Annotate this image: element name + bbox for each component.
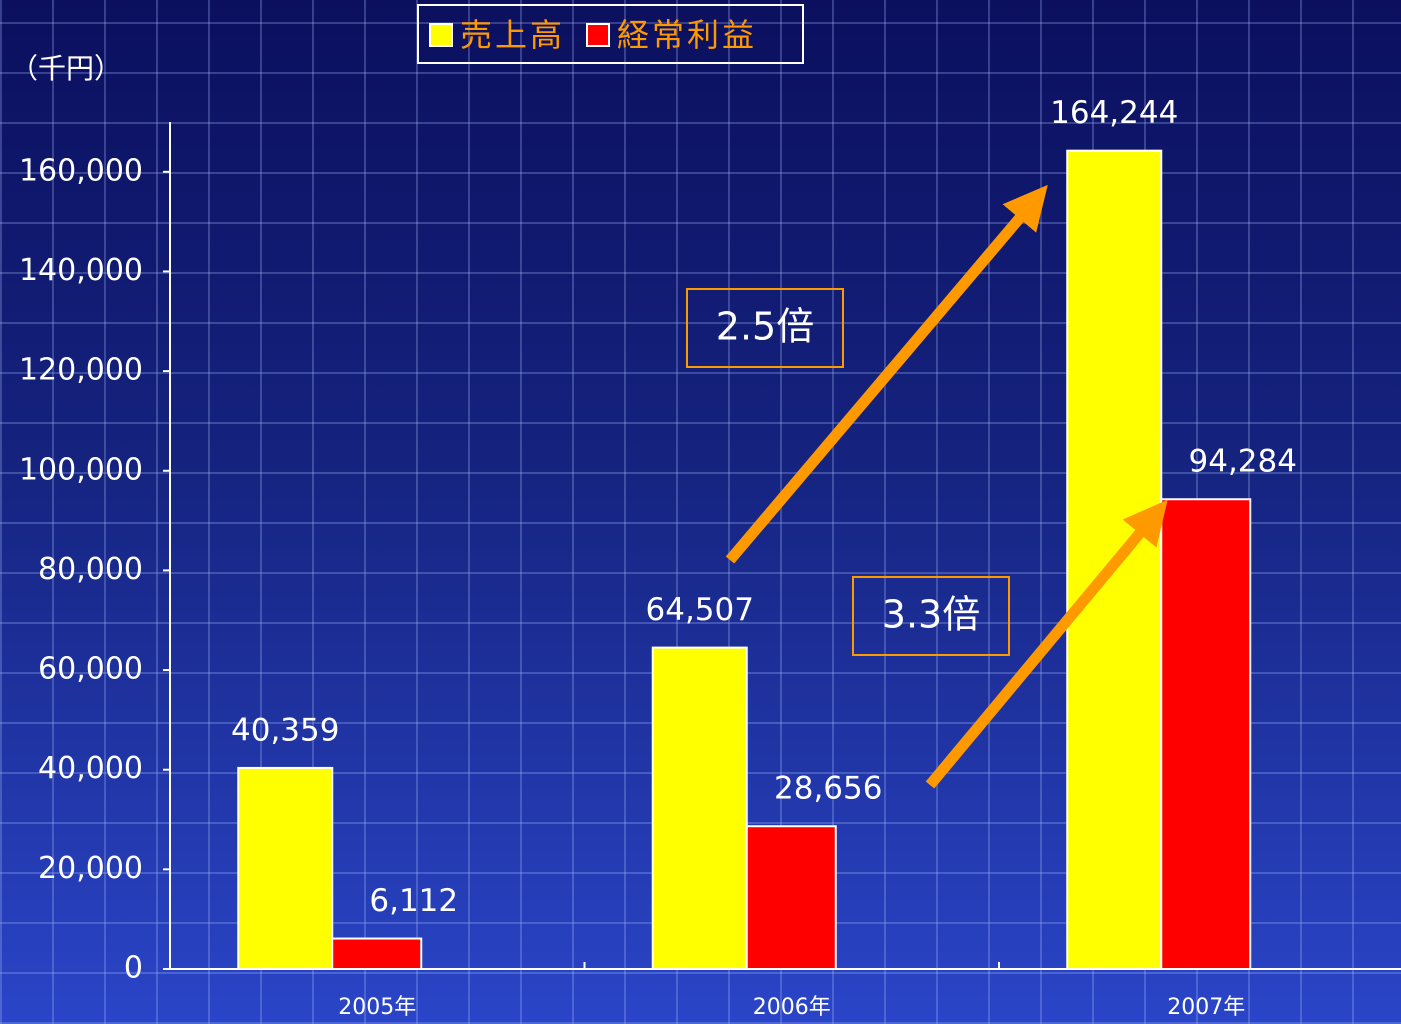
bar	[238, 768, 332, 969]
bar	[653, 648, 747, 969]
legend-label: 売上高	[460, 16, 565, 54]
y-tick-label: 160,000	[19, 153, 143, 188]
arrow	[730, 200, 1035, 560]
bar	[747, 826, 836, 969]
x-tick-label: 2006年	[753, 995, 831, 1020]
x-tick-label: 2007年	[1167, 995, 1245, 1020]
annotation: 3.3倍	[882, 593, 980, 637]
value-label: 6,112	[369, 883, 458, 919]
page: （千円） 0 20,000 40,000 60,000 80,000 100,000 120…	[0, 0, 1401, 1024]
annotation: 2.5倍	[716, 305, 814, 349]
y-tick-label: 140,000	[19, 253, 143, 288]
y-tick-label: 80,000	[38, 552, 143, 587]
bar	[1161, 499, 1250, 969]
y-tick-label: 100,000	[19, 452, 143, 487]
chart: （千円） 0 20,000 40,000 60,000 80,000 100,000 120…	[0, 0, 1401, 1024]
x-tick-label: 2005年	[338, 995, 416, 1020]
unit-label: （千円）	[10, 52, 122, 85]
legend-swatch	[587, 24, 609, 46]
value-label: 40,359	[231, 712, 339, 748]
value-label: 94,284	[1189, 444, 1297, 480]
bar	[332, 939, 421, 969]
legend-label: 経常利益	[617, 16, 757, 54]
y-tick-label: 60,000	[38, 652, 143, 687]
value-label: 64,507	[646, 592, 754, 628]
value-label: 164,244	[1050, 95, 1178, 131]
y-tick-label: 40,000	[38, 751, 143, 786]
legend-swatch	[430, 24, 452, 46]
value-label: 28,656	[774, 771, 882, 807]
y-tick-label: 120,000	[19, 353, 143, 388]
y-tick-label: 0	[124, 951, 143, 986]
y-tick-label: 20,000	[38, 851, 143, 886]
